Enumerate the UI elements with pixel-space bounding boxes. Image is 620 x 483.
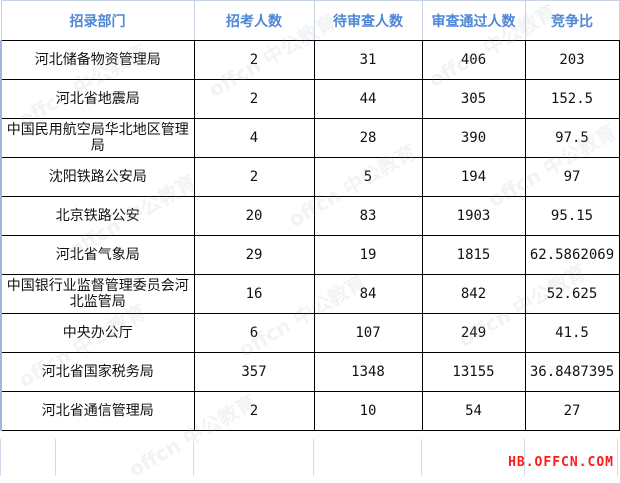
department-cell: 河北省国家税务局 — [0, 352, 195, 392]
value-cell: 19 — [313, 235, 423, 275]
value-cell: 390 — [421, 118, 526, 158]
value-cell: 406 — [421, 40, 526, 80]
data-table: 招录部门 招考人数 待审查人数 审查通过人数 竞争比 河北储备物资管理局 2 31 406 20… — [0, 0, 620, 431]
grid-line — [55, 439, 56, 476]
value-cell: 152.5 — [524, 79, 620, 119]
value-cell: 16 — [193, 274, 315, 314]
value-cell: 83 — [313, 196, 423, 236]
value-cell: 27 — [524, 391, 620, 431]
value-cell: 31 — [313, 40, 423, 80]
value-cell: 842 — [421, 274, 526, 314]
header-row: 招录部门 招考人数 待审查人数 审查通过人数 竞争比 — [0, 0, 620, 41]
value-cell: 194 — [421, 157, 526, 197]
department-cell: 河北储备物资管理局 — [0, 40, 195, 80]
value-cell: 62.5862069 — [524, 235, 620, 275]
table-row: 河北省通信管理局 2 10 54 27 — [0, 391, 620, 431]
value-cell: 10 — [313, 391, 423, 431]
value-cell: 41.5 — [524, 313, 620, 353]
value-cell: 2 — [193, 40, 315, 80]
value-cell: 97.5 — [524, 118, 620, 158]
table-row: 中央办公厅 6 107 249 41.5 — [0, 313, 620, 353]
value-cell: 305 — [421, 79, 526, 119]
column-header: 竞争比 — [524, 0, 620, 41]
column-header: 审查通过人数 — [421, 0, 526, 41]
department-cell: 河北省通信管理局 — [0, 391, 195, 431]
grid-line — [193, 439, 194, 476]
table-row: 河北省国家税务局 357 1348 13155 36.8487395 — [0, 352, 620, 392]
value-cell: 2 — [193, 157, 315, 197]
value-cell: 36.8487395 — [524, 352, 620, 392]
department-cell: 北京铁路公安 — [0, 196, 195, 236]
column-header: 招考人数 — [193, 0, 315, 41]
table-row: 河北省气象局 29 19 1815 62.5862069 — [0, 235, 620, 275]
value-cell: 28 — [313, 118, 423, 158]
column-header: 待审查人数 — [313, 0, 423, 41]
value-cell: 84 — [313, 274, 423, 314]
value-cell: 44 — [313, 79, 423, 119]
table-row: 中国民用航空局华北地区管理局 4 28 390 97.5 — [0, 118, 620, 158]
value-cell: 29 — [193, 235, 315, 275]
value-cell: 1815 — [421, 235, 526, 275]
value-cell: 1903 — [421, 196, 526, 236]
value-cell: 2 — [193, 391, 315, 431]
grid-line — [421, 439, 422, 476]
department-cell: 中央办公厅 — [0, 313, 195, 353]
value-cell: 2 — [193, 79, 315, 119]
department-cell: 河北省地震局 — [0, 79, 195, 119]
value-cell: 249 — [421, 313, 526, 353]
table-row: 北京铁路公安 20 83 1903 95.15 — [0, 196, 620, 236]
value-cell: 97 — [524, 157, 620, 197]
department-cell: 沈阳铁路公安局 — [0, 157, 195, 197]
department-cell: 中国民用航空局华北地区管理局 — [0, 118, 195, 158]
value-cell: 54 — [421, 391, 526, 431]
department-cell: 河北省气象局 — [0, 235, 195, 275]
value-cell: 107 — [313, 313, 423, 353]
value-cell: 5 — [313, 157, 423, 197]
grid-line — [617, 439, 618, 476]
value-cell: 95.15 — [524, 196, 620, 236]
value-cell: 203 — [524, 40, 620, 80]
value-cell: 20 — [193, 196, 315, 236]
table-row: 沈阳铁路公安局 2 5 194 97 — [0, 157, 620, 197]
value-cell: 4 — [193, 118, 315, 158]
value-cell: 357 — [193, 352, 315, 392]
table-row: 河北省地震局 2 44 305 152.5 — [0, 79, 620, 119]
value-cell: 13155 — [421, 352, 526, 392]
value-cell: 6 — [193, 313, 315, 353]
grid-line — [0, 439, 1, 476]
value-cell: 52.625 — [524, 274, 620, 314]
table-row: 河北储备物资管理局 2 31 406 203 — [0, 40, 620, 80]
grid-line — [313, 439, 314, 476]
site-footer-logo: HB.OFFCN.COM — [508, 455, 614, 470]
table-row: 中国银行业监督管理委员会河北监管局 16 84 842 52.625 — [0, 274, 620, 314]
value-cell: 1348 — [313, 352, 423, 392]
department-cell: 中国银行业监督管理委员会河北监管局 — [0, 274, 195, 314]
column-header: 招录部门 — [0, 0, 195, 41]
grid-line — [524, 439, 525, 476]
